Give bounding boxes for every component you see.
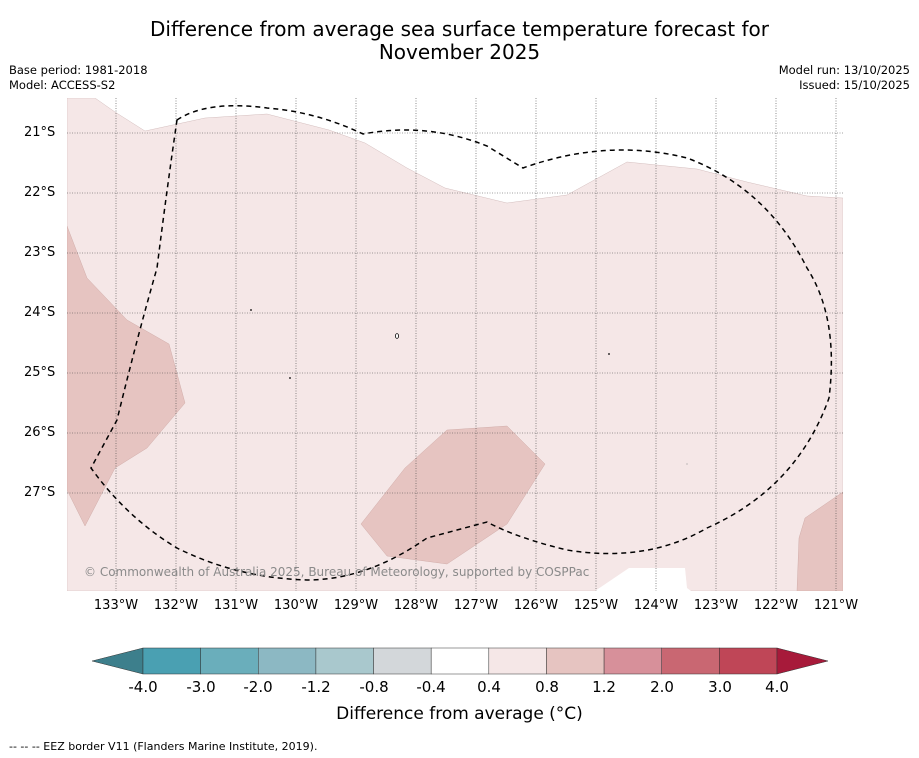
lon-label-133w: 133°W: [93, 598, 139, 613]
eez-border: [90, 104, 833, 581]
graticule: [67, 98, 843, 591]
lon-label-132w: 132°W: [153, 598, 199, 613]
lon-label-131w: 131°W: [213, 598, 259, 613]
map-canvas: [67, 98, 843, 591]
lon-label-122w: 122°W: [753, 598, 799, 613]
colorbar-tick-label: 3.0: [708, 678, 732, 696]
island-marker-1: [394, 333, 399, 339]
lon-label-124w: 124°W: [633, 598, 679, 613]
island-marker-5: [686, 463, 688, 465]
lat-label-23s: 23°S: [24, 245, 56, 260]
colorbar-segment: [488, 647, 547, 675]
colorbar-tick-label: 0.4: [477, 678, 501, 696]
colorbar-tick-label: -1.2: [301, 678, 331, 696]
copyright-notice: © Commonwealth of Australia 2025, Bureau…: [84, 565, 590, 579]
map-title: Difference from average sea surface temp…: [0, 18, 919, 64]
base-period: Base period: 1981-2018: [9, 63, 148, 77]
anomaly-patch-southeast: [796, 491, 843, 591]
colorbar-tick-label: -3.0: [186, 678, 216, 696]
colorbar-tick-label: 0.8: [535, 678, 559, 696]
colorbar-tick-label: -0.4: [416, 678, 446, 696]
lon-label-126w: 126°W: [513, 598, 559, 613]
lat-label-27s: 27°S: [24, 485, 56, 500]
colorbar-title: Difference from average (°C): [336, 704, 583, 724]
lon-label-127w: 127°W: [453, 598, 499, 613]
lat-label-25s: 25°S: [24, 365, 56, 380]
colorbar-segment: [603, 647, 662, 675]
lat-label-24s: 24°S: [24, 305, 56, 320]
lon-label-128w: 128°W: [393, 598, 439, 613]
island-marker-3: [289, 377, 291, 379]
lat-label-22s: 22°S: [24, 185, 56, 200]
lat-label-26s: 26°S: [24, 425, 56, 440]
colorbar-segment: [373, 647, 432, 675]
model-name: Model: ACCESS-S2: [9, 78, 116, 92]
model-run: Model run: 13/10/2025: [778, 63, 910, 77]
lon-label-130w: 130°W: [273, 598, 319, 613]
anomaly-patch-west: [67, 225, 186, 527]
colorbar-segment: [719, 647, 778, 675]
anomaly-gap-bottom: [595, 568, 691, 591]
island-marker-2: [250, 309, 252, 311]
issued-date: Issued: 15/10/2025: [799, 78, 910, 92]
colorbar-segment: [258, 647, 317, 675]
colorbar-tick-label: 2.0: [650, 678, 674, 696]
sst-anomaly-map: © Commonwealth of Australia 2025, Bureau…: [67, 98, 843, 591]
colorbar: [91, 647, 829, 675]
anomaly-patch-central: [360, 425, 546, 565]
lon-label-129w: 129°W: [333, 598, 379, 613]
lon-label-123w: 123°W: [693, 598, 739, 613]
colorbar-tick-label: -4.0: [128, 678, 158, 696]
colorbar-segment: [546, 647, 605, 675]
eez-footnote: -- -- -- EEZ border V11 (Flanders Marine…: [9, 740, 318, 753]
colorbar-segment: [200, 647, 259, 675]
lat-label-21s: 21°S: [24, 125, 56, 140]
lon-label-121w: 121°W: [813, 598, 859, 613]
lon-label-125w: 125°W: [573, 598, 619, 613]
colorbar-tick-label: 4.0: [765, 678, 789, 696]
colorbar-segment: [430, 647, 490, 675]
colorbar-tick-label: 1.2: [592, 678, 616, 696]
colorbar-tick-label: -0.8: [359, 678, 389, 696]
meta-right: Model run: 13/10/2025 Issued: 15/10/2025: [779, 63, 910, 93]
colorbar-segment: [142, 647, 201, 675]
title-line-1: Difference from average sea surface temp…: [149, 17, 769, 41]
colorbar-extend-high: [776, 647, 829, 675]
meta-left: Base period: 1981-2018 Model: ACCESS-S2: [9, 63, 148, 93]
colorbar-segment: [315, 647, 374, 675]
colorbar-extend-low: [91, 647, 144, 675]
colorbar-tick-label: -2.0: [243, 678, 273, 696]
colorbar-segment: [661, 647, 720, 675]
title-line-2: November 2025: [378, 40, 541, 64]
island-marker-4: [608, 353, 610, 355]
